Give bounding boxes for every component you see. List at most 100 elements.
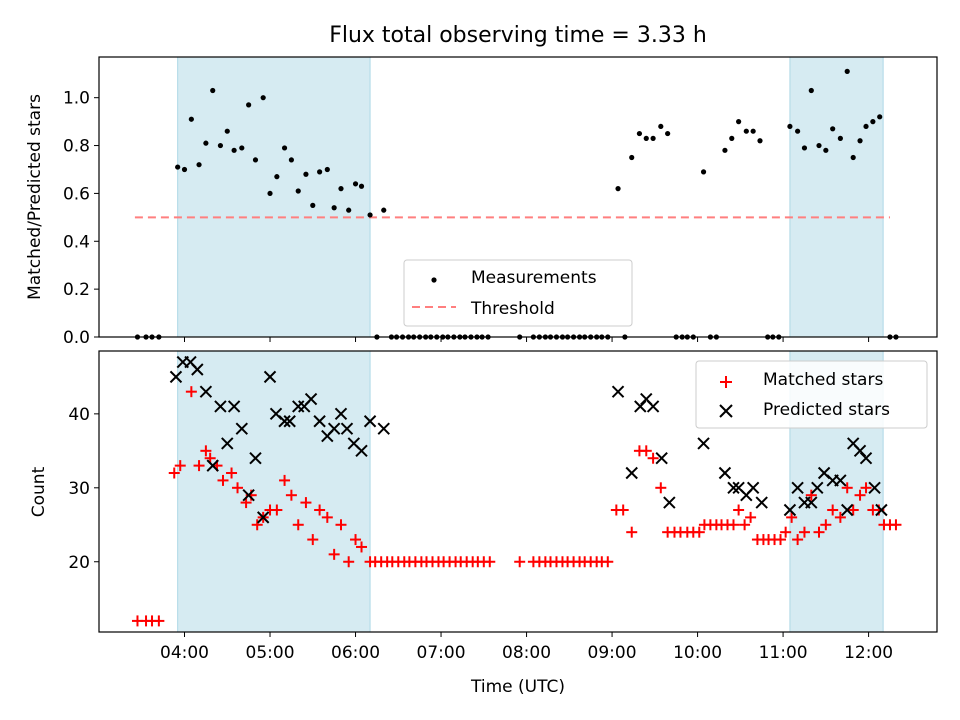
measurement-point — [175, 164, 181, 170]
predicted-stars-series — [169, 355, 888, 524]
predicted-star-point — [611, 385, 625, 398]
predicted-star-point — [663, 496, 676, 509]
matched-star-point — [335, 519, 347, 531]
legend-threshold-label: Threshold — [470, 299, 555, 319]
measurement-point — [324, 166, 330, 173]
measurement-point — [629, 154, 635, 161]
matched-star-point — [860, 482, 872, 494]
matched-star-point — [328, 548, 340, 560]
bottom-legend-box — [695, 360, 928, 429]
measurement-point — [188, 116, 194, 122]
predicted-star-point — [263, 370, 277, 384]
measurement-point — [203, 140, 209, 146]
measurement-point — [331, 205, 337, 211]
matched-star-point — [174, 460, 186, 472]
x-tick-label: 05:00 — [246, 643, 295, 663]
predicted-star-point — [875, 503, 888, 517]
matched-star-point — [792, 534, 804, 546]
measurement-point — [310, 202, 316, 208]
top-y-tick-label: 1.0 — [63, 89, 90, 109]
measurement-point — [352, 181, 359, 187]
predicted-star-point — [278, 415, 291, 428]
matched-star-point — [314, 504, 326, 516]
matched-star-point — [168, 467, 180, 479]
top-legend: Measurements Threshold — [403, 259, 633, 327]
matched-star-point — [775, 534, 787, 546]
measurement-point — [830, 126, 836, 132]
bottom-shaded-regions — [177, 350, 884, 633]
bottom-x-ticks: 04:00 05:00 06:00 07:00 08:00 09:00 10:00 11:00… — [160, 632, 893, 663]
predicted-star-point — [327, 422, 341, 435]
matched-star-point — [200, 445, 212, 457]
matched-star-point — [813, 526, 825, 538]
top-legend-box — [403, 259, 633, 327]
measurement-point — [196, 162, 202, 168]
x-tick-label: 10:00 — [673, 643, 722, 663]
x-tick-label: 09:00 — [588, 643, 637, 663]
measurement-point — [346, 207, 352, 213]
predicted-star-point — [791, 481, 804, 495]
measurement-point — [837, 135, 843, 141]
matched-star-point — [232, 482, 244, 494]
legend-predicted-marker — [719, 404, 733, 418]
measurement-point — [665, 130, 671, 137]
matched-star-point — [193, 460, 205, 472]
bottom-y-axis-label: Count — [29, 466, 49, 517]
predicted-star-point — [214, 400, 227, 413]
matched-star-point — [739, 519, 751, 531]
measurement-point — [736, 119, 742, 125]
matched-star-point — [834, 511, 846, 523]
matched-star-point — [185, 386, 197, 398]
top-y-tick-label: 0.6 — [63, 184, 90, 204]
measurement-point — [217, 142, 224, 149]
measurement-point — [636, 130, 643, 137]
predicted-star-point — [811, 481, 824, 495]
bottom-panel: 20 30 40 04:00 05:00 06:00 07:00 08:00 09:00 10:… — [29, 350, 938, 697]
measurement-point — [823, 147, 829, 153]
matched-star-point — [321, 511, 333, 523]
legend-predicted-label: Predicted stars — [763, 400, 890, 420]
predicted-star-point — [783, 503, 797, 517]
top-x-ticks — [184, 337, 870, 342]
chart-title: Flux total observing time = 3.33 h — [329, 23, 707, 48]
matched-star-point — [805, 489, 817, 501]
predicted-star-point — [304, 392, 318, 406]
measurement-point — [210, 87, 216, 94]
bottom-y-ticks: 20 30 40 — [68, 405, 99, 573]
measurement-point — [750, 128, 756, 134]
matched-star-point — [514, 556, 526, 568]
bottom-shaded-region — [177, 350, 371, 633]
matched-star-point — [356, 541, 368, 553]
matched-star-point — [780, 526, 792, 538]
predicted-star-point — [256, 511, 270, 524]
measurement-point — [281, 145, 288, 151]
predicted-star-point — [805, 496, 818, 509]
measurement-point — [700, 169, 707, 175]
measurement-point — [367, 212, 373, 218]
x-axis-label: Time (UTC) — [470, 677, 565, 697]
predicted-star-point — [355, 444, 368, 458]
measurement-point — [863, 123, 869, 130]
measurement-point — [808, 87, 814, 94]
matched-star-point — [602, 556, 614, 568]
measurement-point — [850, 154, 856, 161]
measurement-point — [795, 128, 801, 134]
measurement-point — [252, 157, 259, 163]
predicted-star-point — [191, 363, 204, 376]
measurement-point — [844, 68, 850, 74]
predicted-star-point — [377, 422, 390, 435]
matched-star-point — [727, 519, 739, 531]
predicted-star-point — [746, 481, 760, 495]
matched-star-point — [343, 556, 355, 568]
predicted-star-point — [249, 452, 262, 465]
measurement-point — [246, 102, 252, 108]
measurement-point — [658, 123, 664, 130]
matched-star-point — [798, 526, 810, 538]
matched-star-point — [626, 526, 638, 538]
measurement-point — [295, 188, 301, 194]
measurement-point — [722, 147, 728, 153]
x-tick-label: 06:00 — [331, 643, 380, 663]
measurement-point — [317, 169, 323, 175]
measurement-point — [801, 145, 808, 151]
matched-star-point — [786, 511, 798, 523]
